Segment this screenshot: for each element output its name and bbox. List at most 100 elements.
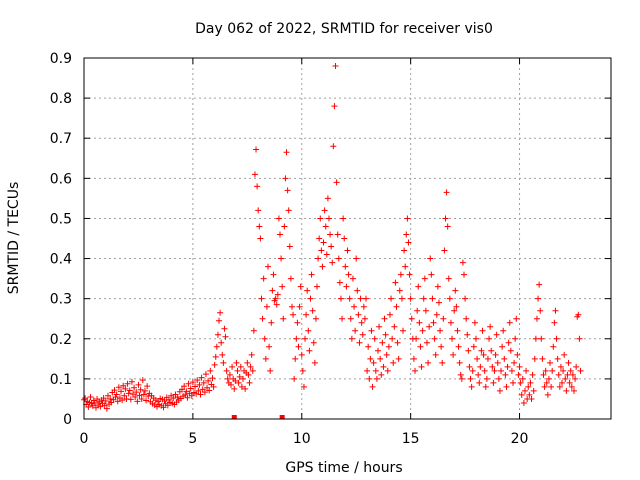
data-point [532,335,539,342]
data-point [118,388,125,395]
data-point [235,379,242,386]
data-point [227,381,234,388]
data-point [174,393,181,400]
data-point [405,239,412,246]
data-point [295,343,302,350]
data-point [311,359,318,366]
data-point [220,359,227,366]
data-point [201,389,208,396]
data-point [283,149,290,156]
data-point [290,311,297,318]
data-point [404,215,411,222]
data-point [131,384,138,391]
data-point [507,347,514,354]
data-point [552,307,559,314]
data-point [393,303,400,310]
data-point [314,283,321,290]
data-point [331,103,338,110]
data-point [126,387,133,394]
data-point [412,367,419,374]
data-point [297,283,304,290]
data-point [569,371,576,378]
data-point [367,355,374,362]
data-point [334,231,341,238]
data-point [366,375,373,382]
data-point [369,383,376,390]
y-tick-label: 0.5 [50,211,72,227]
data-point [119,397,126,404]
data-point [427,255,434,262]
data-point [419,327,426,334]
data-point [262,355,269,362]
x-axis-label: GPS time / hours [285,460,402,476]
data-point [495,375,502,382]
data-point [443,189,450,196]
data-point [140,391,147,398]
data-point [284,187,291,194]
data-point [562,375,569,382]
data-point [516,363,523,370]
data-point [538,335,545,342]
data-point [202,371,209,378]
data-point [183,388,190,395]
data-point [111,387,118,394]
data-point [526,391,533,398]
data-point [178,386,185,393]
data-point [418,363,425,370]
data-point [564,371,571,378]
data-point [343,283,350,290]
data-point [161,397,168,404]
data-point [222,333,229,340]
data-point [293,335,300,342]
data-point [525,383,532,390]
data-point [565,359,572,366]
data-point [501,355,508,362]
data-point [500,327,507,334]
data-point [304,287,311,294]
data-point [322,223,329,230]
data-point [461,271,468,278]
data-point [260,275,267,282]
data-point [457,371,464,378]
data-point [286,243,293,250]
data-point [233,359,240,366]
data-point [280,315,287,322]
data-point [415,283,422,290]
data-point [438,343,445,350]
data-point [333,179,340,186]
data-point [291,375,298,382]
y-tick-label: 0.6 [50,171,72,187]
data-point [231,385,238,392]
data-point [102,397,109,404]
data-point [213,343,220,350]
data-point [402,263,409,270]
data-point [348,335,355,342]
data-point [353,255,360,262]
data-point [407,295,414,302]
data-point [298,351,305,358]
data-point [306,347,313,354]
data-point [342,263,349,270]
data-point [576,335,583,342]
y-tick-label: 0.2 [50,332,72,348]
data-point [425,359,432,366]
data-point [132,393,139,400]
data-point [390,359,397,366]
data-series [81,63,584,412]
data-point [572,375,579,382]
data-point [456,359,463,366]
data-point [417,343,424,350]
data-point [370,359,377,366]
data-point [489,363,496,370]
data-point [101,402,108,409]
data-point [278,255,285,262]
data-point [365,343,372,350]
data-point [388,295,395,302]
data-point [352,327,359,334]
data-point [544,391,551,398]
data-point [299,367,306,374]
data-point [395,355,402,362]
data-point [506,319,513,326]
data-point [266,343,273,350]
